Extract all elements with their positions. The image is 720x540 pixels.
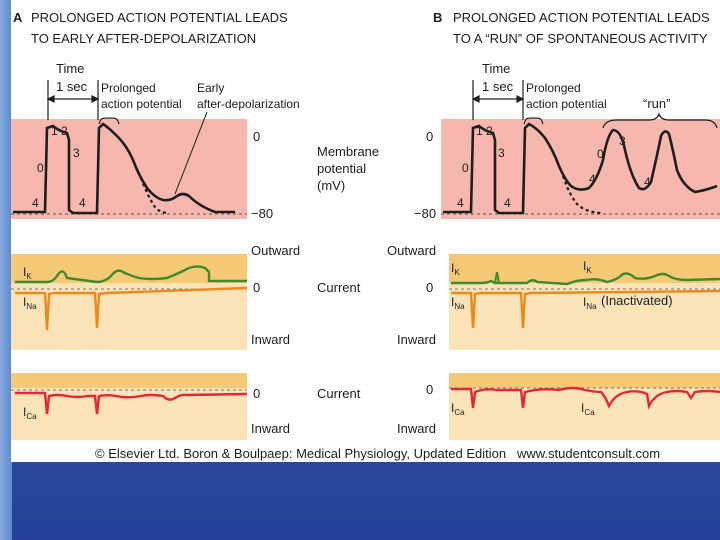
panel-b-prolonged-line2: action potential xyxy=(526,97,607,111)
axis-inward-b: Inward xyxy=(397,332,436,347)
panel-b-normal-repolarization-dashed xyxy=(561,175,602,215)
panel-a-membrane-bg xyxy=(11,119,247,219)
panel-a-time-scale-bar xyxy=(46,80,100,120)
membrane-potential-label-3: (mV) xyxy=(317,178,345,193)
panel-b-prolonged-line1: Prolonged xyxy=(526,81,581,95)
panel-a-ik-label: IK xyxy=(23,265,32,281)
panel-b-time-value: 1 sec xyxy=(482,79,514,94)
ecg-figure: A PROLONGED ACTION POTENTIAL LEADS TO EA… xyxy=(11,10,720,461)
axis-minus80-b: −80 xyxy=(414,206,436,221)
panel-b-phase-4b: 4 xyxy=(504,196,511,210)
panel-b-phase-0: 0 xyxy=(462,161,469,175)
panel-a-time-value: 1 sec xyxy=(56,79,88,94)
axis-outward-b: Outward xyxy=(387,243,436,258)
panel-b-time-label: Time xyxy=(482,61,510,76)
panel-a-phase-1: 1 xyxy=(51,124,58,138)
panel-b-phase-1: 1 xyxy=(476,124,483,138)
axis-ca-zero-b: 0 xyxy=(426,382,433,397)
panel-b-phase-0b: 0 xyxy=(597,147,604,161)
slide-figure: A PROLONGED ACTION POTENTIAL LEADS TO EA… xyxy=(11,0,720,462)
panel-a-ik-trace xyxy=(15,265,247,284)
panel-b-phase-3: 3 xyxy=(498,146,505,160)
axis-ca-inward-a: Inward xyxy=(251,421,290,436)
panel-b-ina-trace xyxy=(451,289,720,329)
panel-a-time-label: Time xyxy=(56,61,84,76)
panel-a-letter: A xyxy=(13,10,23,25)
panel-a-early-pointer xyxy=(174,111,208,195)
panel-a-phase-4a: 4 xyxy=(32,196,39,210)
panel-a-phase-4b: 4 xyxy=(79,196,86,210)
membrane-potential-label-2: potential xyxy=(317,161,366,176)
panel-b-ik2-label: IK xyxy=(583,259,592,275)
panel-b-membrane-bg xyxy=(441,119,720,219)
panel-b-prolonged-bracket xyxy=(523,117,544,125)
panel-b-ik-trace xyxy=(451,272,720,286)
panel-a-title-line1: PROLONGED ACTION POTENTIAL LEADS xyxy=(31,10,288,25)
axis-current-zero-b: 0 xyxy=(426,280,433,295)
panel-a-ina-trace xyxy=(15,286,248,331)
panel-b-time-scale-bar xyxy=(471,80,525,120)
axis-ca-zero-a: 0 xyxy=(253,386,260,401)
panel-a-phase-3: 3 xyxy=(73,146,80,160)
axis-ca-current-label: Current xyxy=(317,386,361,401)
axis-current-zero-a: 0 xyxy=(253,280,260,295)
panel-b-ica2-label: ICa xyxy=(581,401,595,417)
axis-minus80-a: −80 xyxy=(251,206,273,221)
axis-outward-a: Outward xyxy=(251,243,300,258)
panel-b-title-line1: PROLONGED ACTION POTENTIAL LEADS xyxy=(453,10,710,25)
panel-b-ik-small-peak xyxy=(494,271,500,284)
axis-zero-a: 0 xyxy=(253,129,260,144)
panel-a-current-band xyxy=(11,254,247,283)
panel-a-early-line1: Early xyxy=(197,81,224,95)
panel-a-ica-label: ICa xyxy=(23,405,37,421)
axis-inward-a: Inward xyxy=(251,332,290,347)
panel-a-early-line2: after-depolarization xyxy=(197,97,300,111)
axis-zero-b: 0 xyxy=(426,129,433,144)
panel-b-ina-label: INa xyxy=(451,295,465,311)
panel-a-ica-trace xyxy=(15,391,248,415)
panel-b-ica-label: ICa xyxy=(451,401,465,417)
panel-b-ca-band xyxy=(449,373,720,388)
panel-a-prolonged-line1: Prolonged xyxy=(101,81,156,95)
panel-a-ca-band xyxy=(11,373,247,388)
panel-a-prolonged-bracket xyxy=(98,117,120,125)
panel-b-phase-4c: 4 xyxy=(589,172,596,186)
axis-ca-inward-b: Inward xyxy=(397,421,436,436)
slide-side-stripe xyxy=(0,0,12,540)
panel-b-ica-trace xyxy=(451,386,720,410)
panel-b-title-line2: TO A “RUN” OF SPONTANEOUS ACTIVITY xyxy=(453,31,708,46)
membrane-potential-label-1: Membrane xyxy=(317,144,379,159)
panel-a-prolonged-line2: action potential xyxy=(101,97,182,111)
panel-b-letter: B xyxy=(433,10,442,25)
panel-a-title-line2: TO EARLY AFTER-DEPOLARIZATION xyxy=(31,31,256,46)
panel-b-ina2-label: INa xyxy=(583,295,597,311)
panel-a-ina-label: INa xyxy=(23,295,37,311)
panel-b-phase-4a: 4 xyxy=(457,196,464,210)
axis-current-label: Current xyxy=(317,280,361,295)
panel-b-phase-4d: 4 xyxy=(644,175,651,189)
copyright-footer: © Elsevier Ltd. Boron & Boulpaep: Medica… xyxy=(95,446,660,461)
panel-b-action-potential-trace xyxy=(443,122,718,215)
panel-a-phase-0: 0 xyxy=(37,161,44,175)
panel-b-run-bracket xyxy=(602,112,718,129)
panel-b-inactivated-label: (Inactivated) xyxy=(601,293,673,308)
panel-b-run-label: “run” xyxy=(643,96,670,111)
panel-b-ik-label: IK xyxy=(451,261,460,277)
